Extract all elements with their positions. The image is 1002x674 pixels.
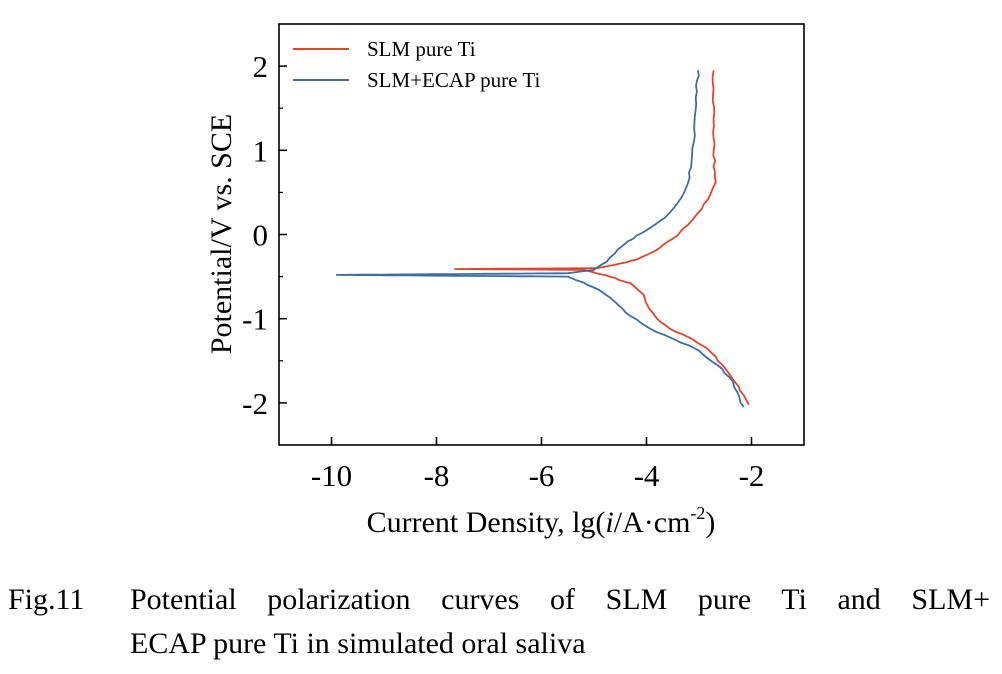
y-axis-label: Potential/V vs. SCE	[205, 114, 238, 354]
caption-line-1: Potential polarization curves of SLM pur…	[130, 583, 990, 616]
caption-number: Fig.11	[8, 583, 85, 616]
y-tick-label: -2	[242, 386, 268, 421]
plot-frame	[278, 23, 805, 446]
x-tick-label: -6	[529, 458, 555, 493]
y-tick-label: 2	[253, 49, 269, 84]
x-tick-label: -2	[739, 458, 765, 493]
y-tick-label: 0	[253, 218, 269, 253]
x-axis-label: Current Density, lg(i/A·cm-2)	[367, 503, 716, 539]
x-axis-label-post: )	[705, 506, 715, 539]
series-layer	[335, 70, 750, 408]
x-tick-label: -4	[634, 458, 660, 493]
caption-line-2: ECAP pure Ti in simulated oral saliva	[130, 627, 586, 660]
x-axis-label-pre: Current Density, lg(	[367, 506, 606, 539]
legend: SLM pure Ti SLM+ECAP pure Ti	[293, 37, 540, 92]
x-axis-label-italic: i	[605, 506, 613, 539]
x-axis-label-mid: /A·cm	[614, 506, 691, 539]
x-tick-label: -8	[424, 458, 450, 493]
legend-label-slm-ecap: SLM+ECAP pure Ti	[367, 68, 540, 92]
x-axis-label-sup: -2	[690, 503, 705, 523]
x-tick-label: -10	[311, 458, 352, 493]
series-line-0	[454, 70, 750, 406]
y-tick-label: 1	[253, 133, 269, 168]
legend-label-slm: SLM pure Ti	[367, 37, 476, 61]
series-line-1	[335, 70, 745, 408]
y-tick-label: -1	[242, 302, 268, 337]
